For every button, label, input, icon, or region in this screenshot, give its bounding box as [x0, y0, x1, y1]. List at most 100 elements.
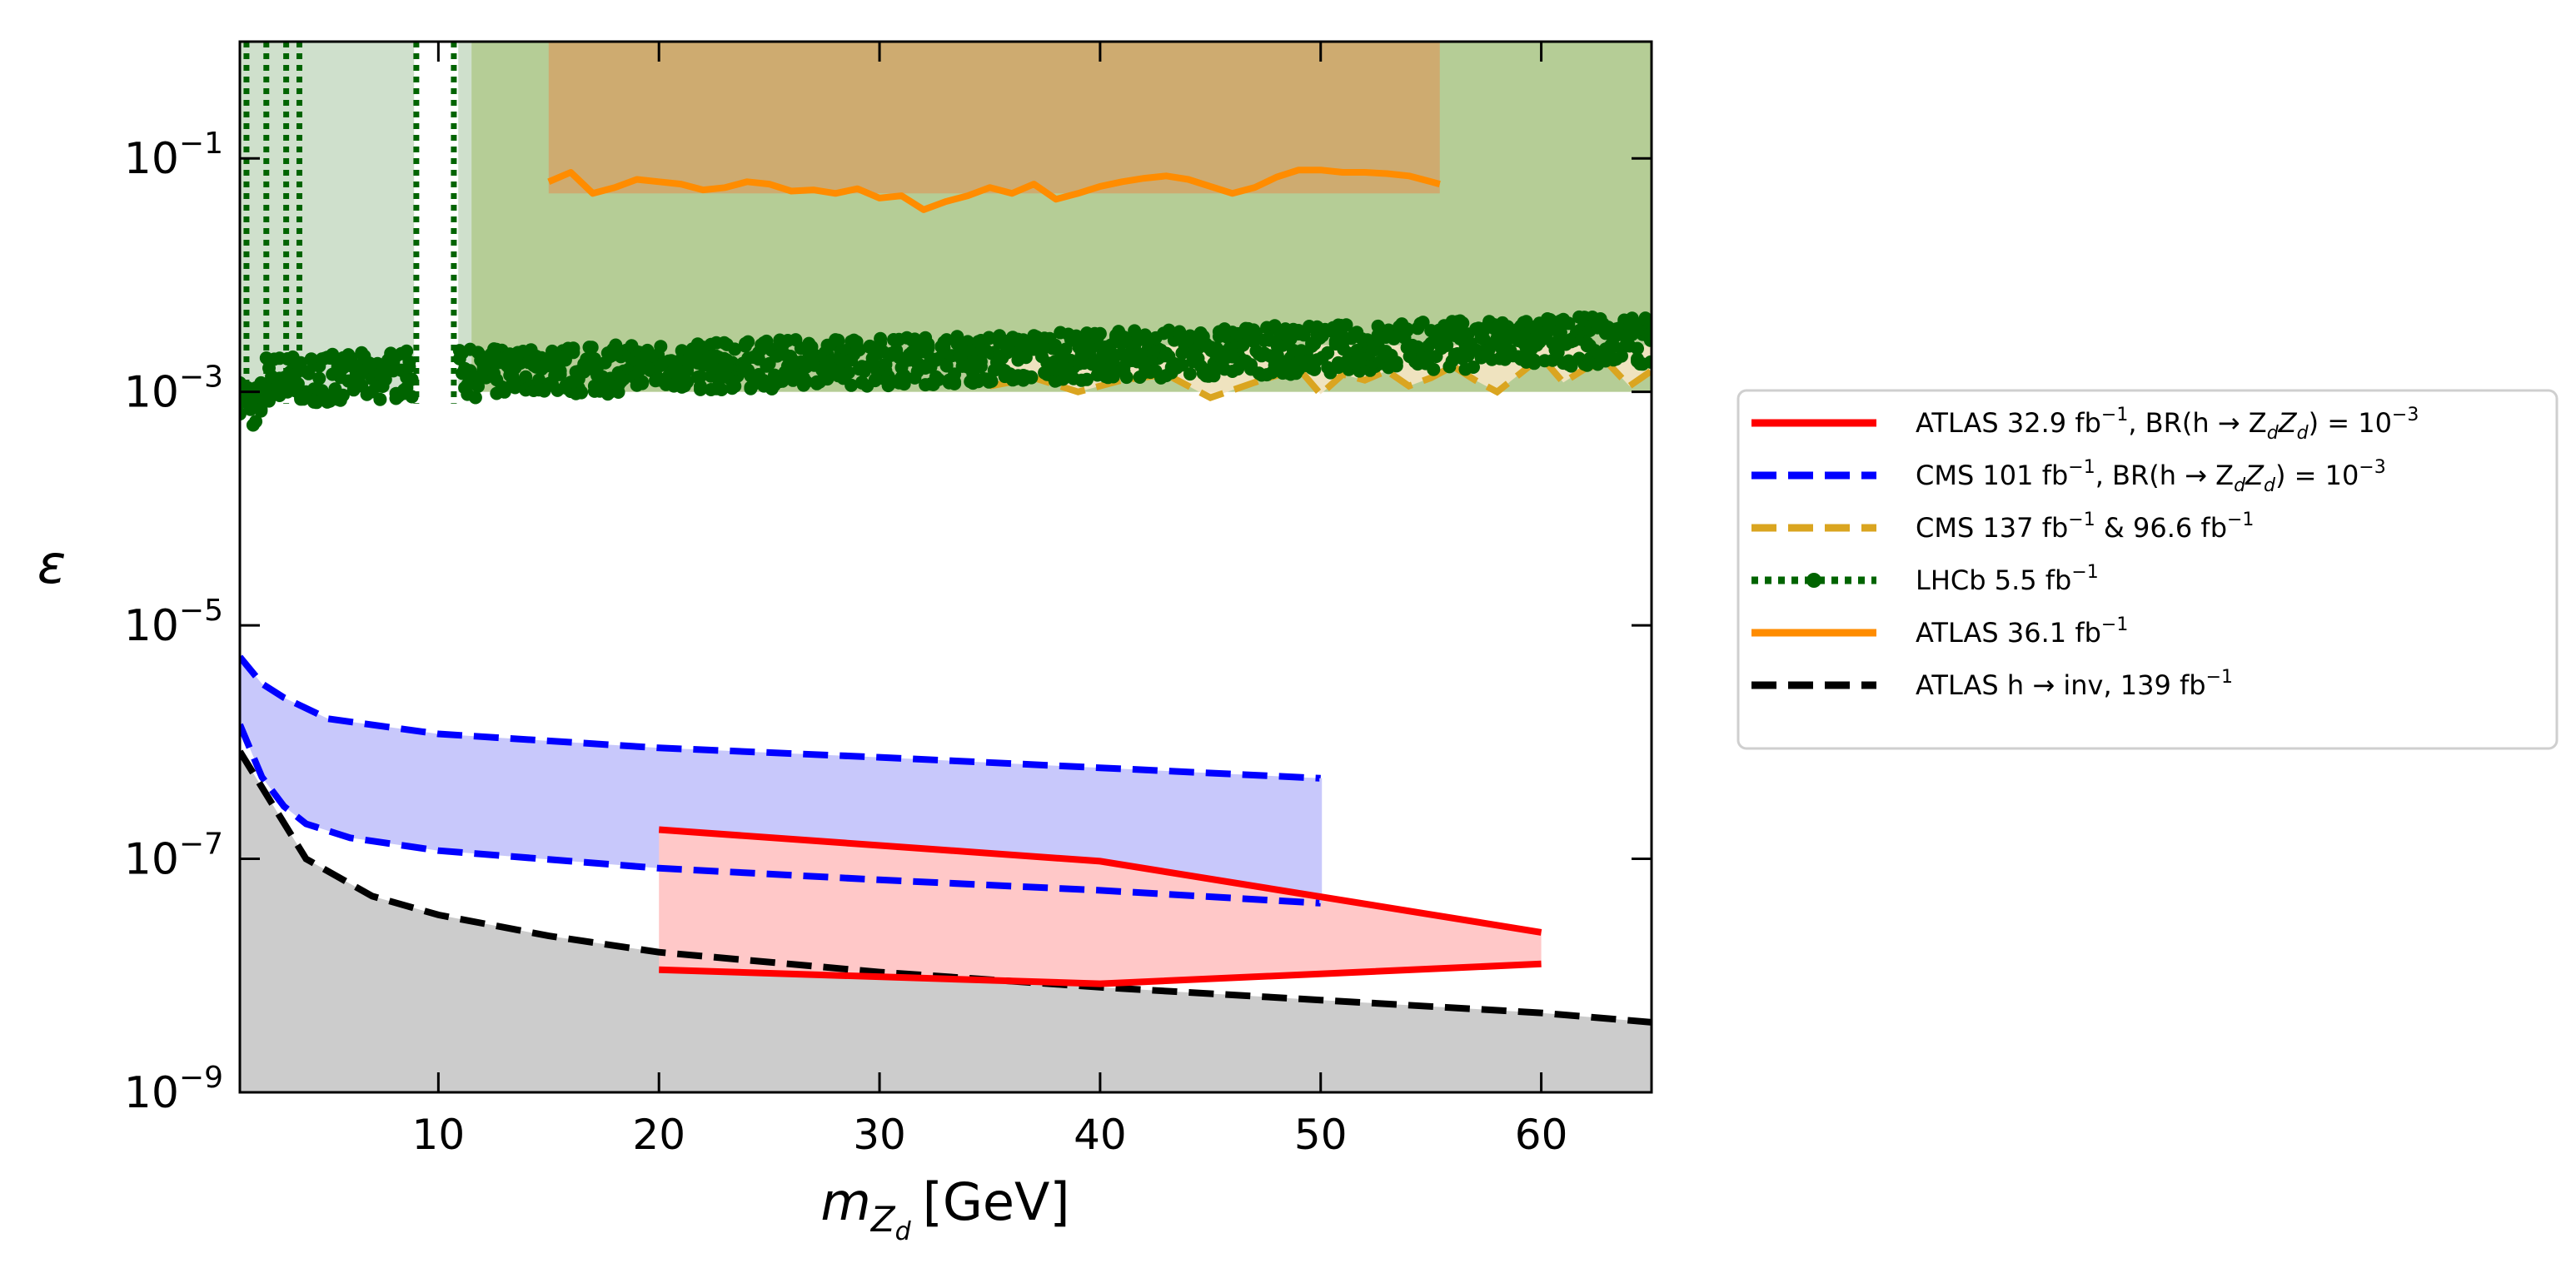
lhcb-point: [1440, 338, 1454, 352]
lhcb-point: [336, 388, 350, 402]
lhcb-point: [715, 383, 729, 396]
x-tick-label: 20: [632, 1111, 685, 1159]
lhcb-point: [984, 374, 999, 388]
lhcb-point: [1427, 362, 1441, 376]
lhcb-point: [1641, 314, 1652, 328]
x-axis-label: mZd [GeV]: [820, 1171, 1069, 1246]
lhcb-point: [1527, 356, 1542, 370]
lhcb-point: [471, 380, 485, 393]
lhcb-point: [1183, 367, 1197, 381]
lhcb-point: [982, 331, 996, 346]
lhcb-point: [1456, 316, 1470, 331]
lhcb-point: [1339, 318, 1353, 332]
lhcb-point: [948, 375, 962, 389]
lhcb-point: [831, 333, 845, 347]
legend-label-atlas329: ATLAS 32.9 fb−1, BR(h → ZdZd) = 10−3: [1916, 405, 2419, 444]
atlas329-lower-line: [659, 960, 1542, 987]
lhcb-point: [635, 376, 650, 390]
lhcb-point: [800, 375, 814, 389]
lhcb-point: [1236, 338, 1250, 352]
lhcb-point: [1080, 372, 1094, 386]
x-tick-label: 60: [1515, 1111, 1568, 1159]
plot-frame: [238, 40, 1653, 1094]
lhcb-point: [680, 375, 695, 389]
lhcb-point: [939, 359, 954, 373]
y-tick-label: 10−7: [124, 828, 223, 885]
lhcb-point: [1400, 322, 1414, 336]
y-axis-label: ε: [37, 535, 67, 596]
lhcb-points: [240, 310, 1652, 432]
lhcb-point: [852, 343, 866, 357]
lhcb-point: [373, 392, 387, 406]
lhcb-point: [1416, 316, 1430, 330]
legend-label-cms101: CMS 101 fb−1, BR(h → ZdZd) = 10−3: [1916, 457, 2386, 496]
lhcb-point: [405, 372, 419, 386]
y-tick-label: 10−3: [124, 361, 223, 418]
legend-label-lhcb: LHCb 5.5 fb−1: [1916, 562, 2099, 596]
lhcb-point: [654, 340, 668, 354]
lhcb-point: [939, 333, 954, 347]
cms137-line: [989, 352, 1652, 402]
lhcb-point: [932, 372, 945, 386]
lhcb-point: [1643, 355, 1652, 369]
excluded-regions: [240, 42, 1652, 1092]
lhcb-point: [728, 342, 742, 356]
legend-label-hinv: ATLAS h → inv, 139 fb−1: [1916, 667, 2233, 701]
atlas361-line: [547, 167, 1441, 213]
lhcb-point: [1119, 370, 1134, 385]
lhcb-point: [1631, 341, 1644, 356]
lhcb-point: [249, 415, 263, 429]
lhcb-point: [254, 404, 268, 418]
cms101-region: [240, 657, 1321, 903]
lhcb-point: [1467, 361, 1480, 374]
hinv-excluded-region: [240, 751, 1652, 1092]
x-axis: 10 20 30 40 50 60: [412, 42, 1568, 1159]
lhcb-point: [1553, 326, 1567, 340]
lhcb-point: [1389, 356, 1403, 370]
lhcb-point: [553, 367, 567, 381]
x-tick-label: 40: [1074, 1111, 1127, 1159]
atlas361-region: [548, 42, 1440, 194]
lhcb-point: [820, 372, 835, 386]
lhcb-point: [845, 378, 859, 392]
lhcb-point: [1321, 346, 1335, 360]
atlas329-upper-line: [658, 826, 1542, 936]
lhcb-point: [468, 390, 482, 405]
lhcb-point: [1643, 327, 1652, 341]
lhcb-point: [1106, 370, 1120, 384]
lhcb-point: [694, 380, 707, 393]
lhcb-point: [1128, 324, 1142, 338]
x-tick-label: 30: [853, 1111, 906, 1159]
y-tick-label: 10−1: [124, 127, 223, 184]
legend: ATLAS 32.9 fb−1, BR(h → ZdZd) = 10−3 CMS …: [1736, 389, 2559, 750]
lhcb-point: [842, 365, 855, 380]
lhcb-point: [497, 385, 511, 399]
lhcb-point: [1615, 349, 1628, 363]
legend-label-cms137: CMS 137 fb−1 & 96.6 fb−1: [1916, 510, 2254, 544]
excluded-region: [458, 42, 472, 392]
lhcb-point: [672, 354, 686, 368]
lhcb-point: [741, 335, 755, 349]
atlas329-region: [659, 829, 1542, 984]
lhcb-point: [378, 372, 392, 386]
hinv-line: [240, 749, 1652, 1026]
y-tick-label: 10−9: [124, 1061, 223, 1118]
x-tick-label: 10: [412, 1111, 466, 1159]
lhcb-point: [400, 344, 414, 358]
data-series: [240, 42, 1652, 1026]
lhcb-point: [312, 371, 326, 385]
plot-area: [240, 42, 1652, 1092]
y-tick-label: 10−5: [124, 594, 223, 651]
lhcb-point: [575, 385, 588, 400]
x-tick-label: 50: [1294, 1111, 1348, 1159]
cms101-lower-line: [240, 723, 1321, 907]
lhcb-point: [897, 377, 911, 391]
lhcb-point: [1093, 326, 1107, 341]
legend-label-atlas361: ATLAS 36.1 fb−1: [1916, 614, 2128, 649]
lhcb-point: [566, 341, 580, 356]
lhcb-point: [405, 390, 419, 404]
lhcb-point: [921, 337, 935, 351]
lhcb-point: [694, 370, 707, 383]
lhcb-point: [585, 341, 599, 355]
